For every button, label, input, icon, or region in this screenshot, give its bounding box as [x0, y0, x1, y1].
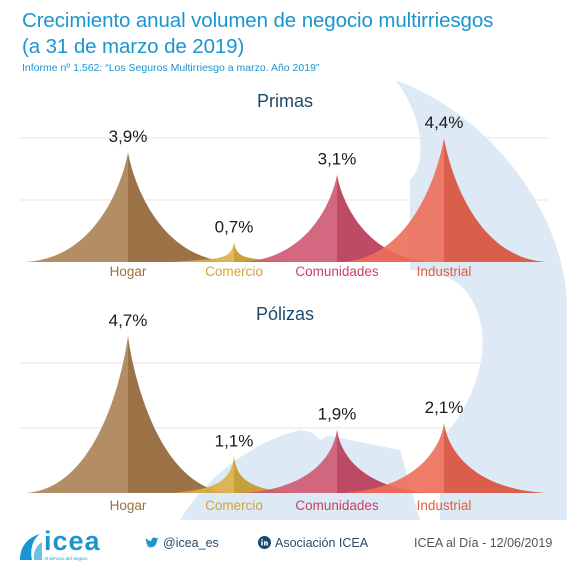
category-label-comercio: Comercio [205, 498, 263, 513]
footer: icea Al servicio del Seguro @icea_es Aso… [0, 520, 567, 567]
peak-comercio-right [234, 242, 295, 262]
linkedin-link[interactable]: Asociación ICEA [258, 536, 368, 550]
peak-industrial-left [341, 422, 444, 493]
data-label-hogar: 4,7% [109, 311, 148, 330]
logo-tagline: Al servicio del Seguro [44, 556, 88, 561]
peak-hogar-right [128, 336, 231, 493]
peak-comunidades-right [337, 174, 432, 262]
panel-title: Pólizas [256, 304, 314, 324]
peak-comercio-left [173, 242, 234, 262]
chart-panel-2: 4,7% Hogar 1,1% Comercio 1,9% Comunidades 2,1%… [20, 304, 548, 513]
icea-logo: icea Al servicio del Seguro [16, 524, 106, 564]
data-label-comercio: 1,1% [215, 431, 254, 450]
chart-panel-1: 3,9% Hogar 0,7% Comercio 3,1% Comunidades 4,4%… [20, 91, 548, 279]
data-label-comunidades: 1,9% [318, 405, 357, 424]
peak-comercio-right [234, 456, 295, 493]
category-label-industrial: Industrial [417, 498, 472, 513]
peak-industrial-left [341, 138, 444, 262]
peak-comunidades-left [242, 429, 337, 493]
data-label-hogar: 3,9% [109, 127, 148, 146]
peak-industrial-right [444, 422, 547, 493]
peak-hogar-left [25, 152, 128, 262]
data-label-industrial: 2,1% [425, 398, 464, 417]
peak-comercio-left [173, 456, 234, 493]
chart-title-line-1: Crecimiento anual volumen de negocio mul… [22, 9, 494, 32]
category-label-hogar: Hogar [110, 498, 147, 513]
category-label-comunidades: Comunidades [295, 264, 379, 279]
logo-wordmark: icea [44, 526, 101, 556]
linkedin-icon [258, 536, 271, 549]
twitter-bird-icon [145, 537, 159, 548]
category-label-comunidades: Comunidades [295, 498, 379, 513]
category-label-hogar: Hogar [110, 264, 147, 279]
twitter-link[interactable]: @icea_es [145, 536, 219, 550]
data-label-comercio: 0,7% [215, 217, 254, 236]
icea-logo-mark-icon [20, 534, 42, 560]
peak-hogar-right [128, 152, 231, 262]
footer-date: ICEA al Día - 12/06/2019 [414, 536, 553, 550]
twitter-handle: @icea_es [163, 536, 219, 550]
peak-comunidades-right [337, 429, 432, 493]
chart-subtitle: Informe nº 1.562: “Los Seguros Multirrie… [22, 62, 320, 74]
linkedin-name: Asociación ICEA [275, 536, 369, 550]
chart-title-line-2: (a 31 de marzo de 2019) [22, 35, 245, 58]
category-label-industrial: Industrial [417, 264, 472, 279]
peak-industrial-right [444, 138, 547, 262]
peak-hogar-left [25, 336, 128, 493]
panel-title: Primas [257, 91, 313, 111]
data-label-comunidades: 3,1% [318, 150, 357, 169]
data-label-industrial: 4,4% [425, 113, 464, 132]
peak-comunidades-left [242, 174, 337, 262]
category-label-comercio: Comercio [205, 264, 263, 279]
